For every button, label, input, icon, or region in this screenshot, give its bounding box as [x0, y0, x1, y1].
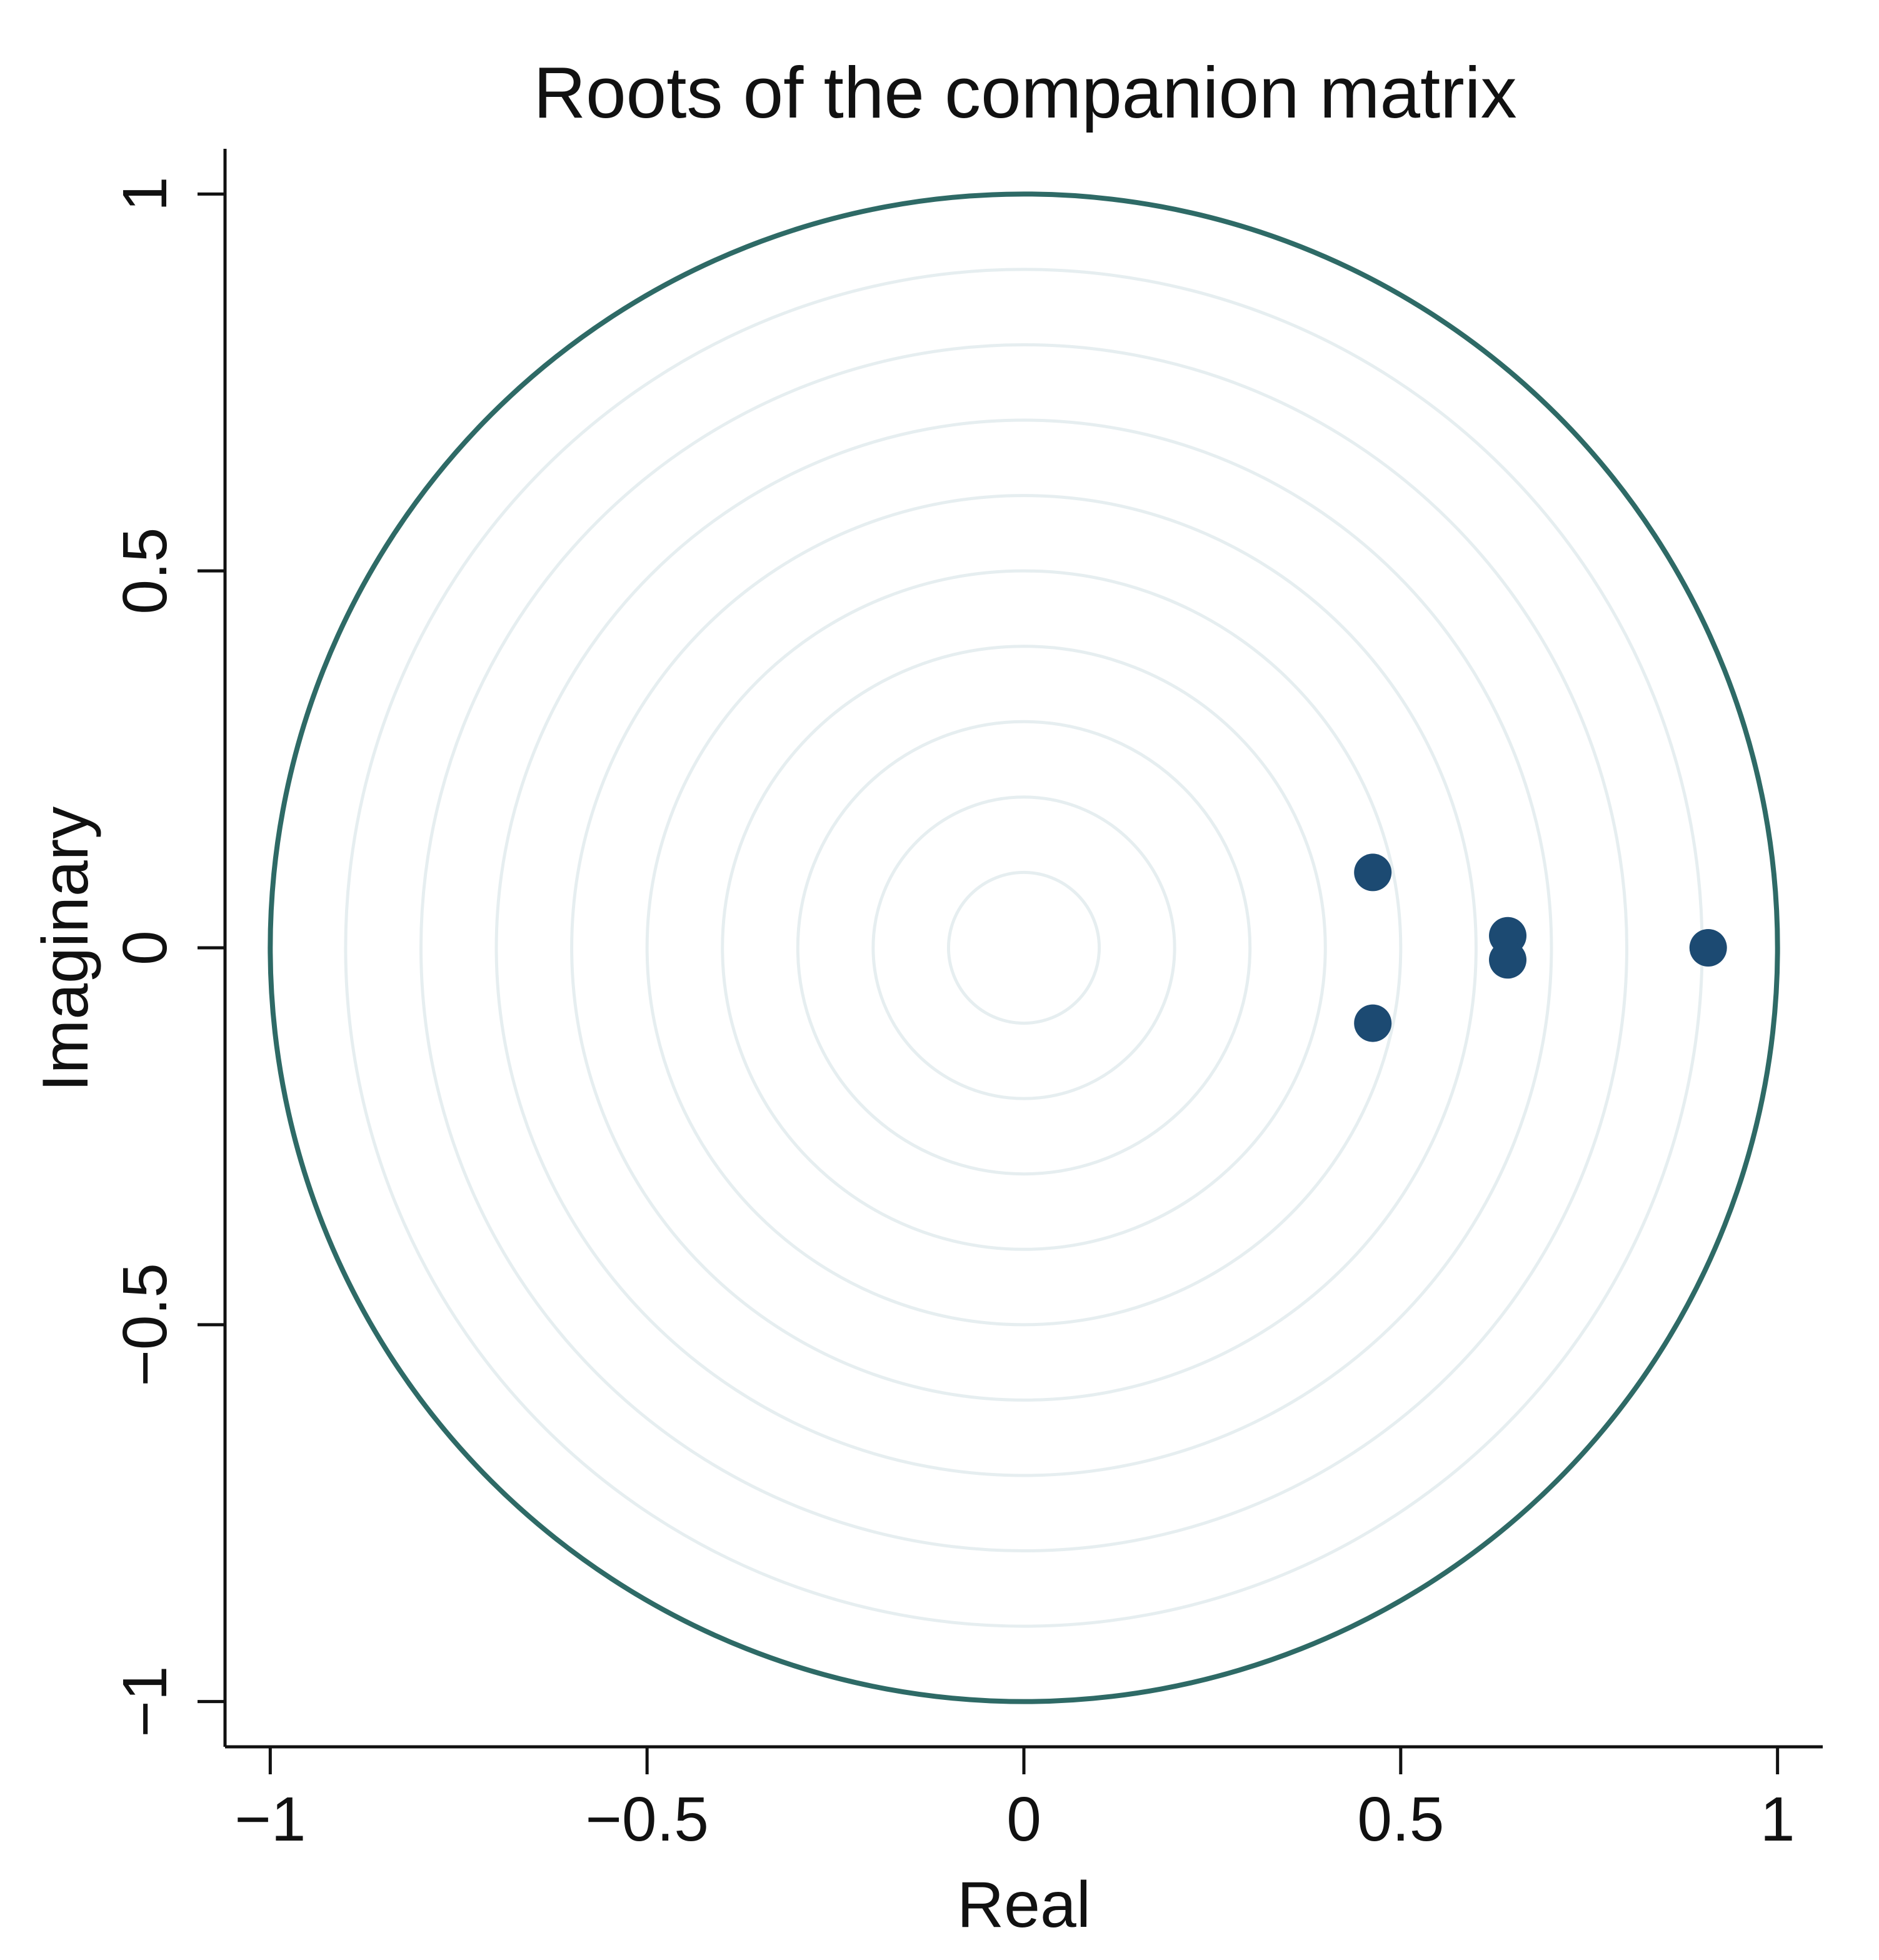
reference-circle: [946, 870, 1101, 1025]
x-tick-label: 0: [1006, 1784, 1041, 1854]
chart-title: Roots of the companion matrix: [533, 52, 1516, 133]
root-point: [1354, 853, 1392, 892]
y-tick-label: −0.5: [110, 1263, 180, 1386]
unit-circle: [268, 191, 1780, 1704]
y-tick-label: 1: [110, 177, 180, 212]
y-tick-label: 0.5: [110, 528, 180, 615]
root-point: [1489, 941, 1527, 979]
x-ticks: −1 −0.5 0 0.5 1: [234, 1747, 1795, 1854]
y-tick-label: 0: [110, 930, 180, 965]
y-ticks: −1 −0.5 0 0.5 1: [110, 177, 225, 1737]
x-tick-label: 1: [1760, 1784, 1795, 1854]
root-point: [1354, 1004, 1392, 1042]
reference-circle: [796, 720, 1252, 1176]
reference-circle: [645, 569, 1403, 1327]
reference-circle: [570, 494, 1478, 1402]
reference-circle: [871, 795, 1176, 1100]
root-points: [1354, 853, 1727, 1042]
x-tick-label: −0.5: [585, 1784, 708, 1854]
x-tick-label: 0.5: [1357, 1784, 1444, 1854]
reference-circle: [419, 343, 1629, 1553]
x-axis-label: Real: [957, 1869, 1091, 1941]
root-point: [1689, 929, 1727, 967]
reference-circle: [494, 418, 1553, 1477]
reference-circle: [721, 645, 1327, 1251]
y-tick-label: −1: [110, 1666, 180, 1737]
x-tick-label: −1: [234, 1784, 306, 1854]
y-axis-label: Imaginary: [29, 807, 102, 1092]
